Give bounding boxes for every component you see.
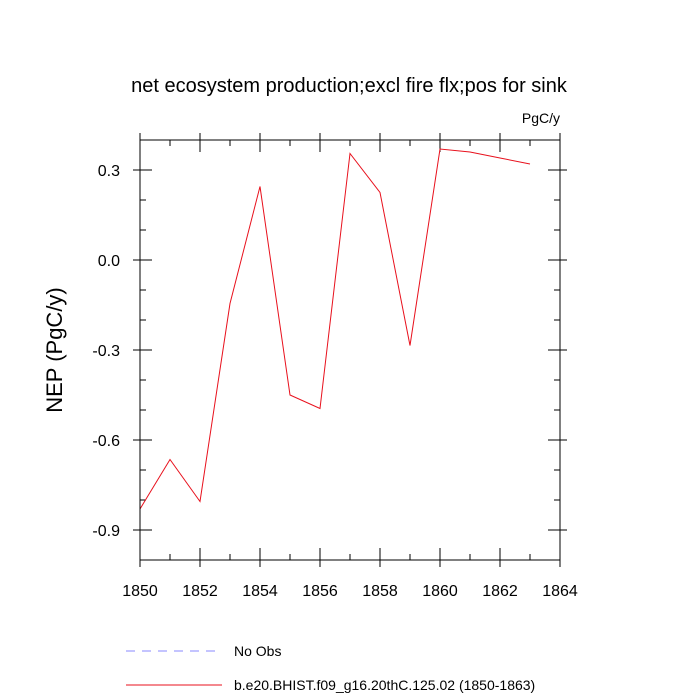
x-tick-label: 1858 [362, 583, 398, 600]
x-tick-label: 1856 [302, 583, 338, 600]
x-tick-label: 1850 [122, 583, 158, 600]
x-tick-label: 1860 [422, 583, 458, 600]
tick-labels: 1850 1852 1854 1856 1858 1860 1862 1864 -0.9 -0.6… [92, 163, 577, 600]
series-line [139, 148, 531, 510]
plot-frame [139, 139, 561, 561]
legend-label-no-obs: No Obs [234, 643, 281, 659]
y-tick-label: 0.3 [98, 163, 120, 180]
axis-ticks [133, 133, 567, 567]
legend: No Obs b.e20.BHIST.f09_g16.20thC.125.02 … [126, 643, 535, 693]
legend-label-model: b.e20.BHIST.f09_g16.20thC.125.02 (1850-1… [234, 677, 535, 693]
units-label: PgC/y [522, 110, 560, 126]
y-tick-label: 0.0 [98, 253, 120, 270]
y-tick-label: -0.6 [92, 433, 120, 450]
x-tick-label: 1862 [482, 583, 518, 600]
chart-title: net ecosystem production;excl fire flx;p… [131, 75, 568, 97]
y-tick-label: -0.3 [92, 343, 120, 360]
x-tick-label: 1864 [542, 583, 578, 600]
y-axis-label: NEP (PgC/y) [42, 287, 67, 413]
series-layer [139, 148, 531, 510]
y-tick-label: -0.9 [92, 523, 120, 540]
x-tick-label: 1854 [242, 583, 278, 600]
x-tick-label: 1852 [182, 583, 218, 600]
